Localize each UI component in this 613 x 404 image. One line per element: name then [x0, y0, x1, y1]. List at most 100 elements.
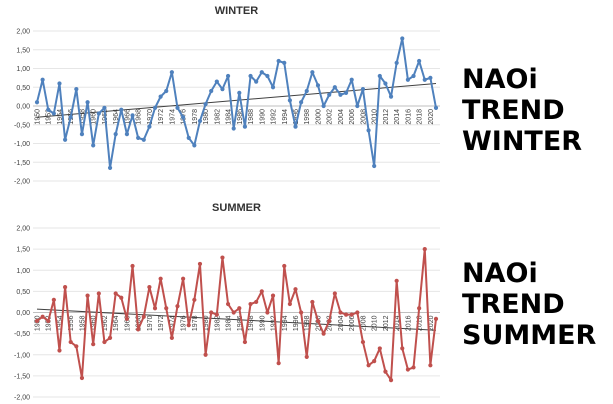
summer-data-point [254, 299, 259, 305]
summer-xtick-label: 1982 [214, 315, 221, 331]
summer-title: SUMMER [212, 202, 261, 214]
winter-xtick-label: 2008 [360, 109, 367, 125]
winter-data-point [107, 165, 113, 170]
winter-data-point [400, 36, 405, 41]
summer-ytick-label: -0,50 [14, 331, 30, 338]
summer-xtick-label: 1964 [113, 315, 120, 331]
winter-data-point [366, 128, 371, 133]
winter-data-point [287, 98, 292, 103]
summer-data-point [400, 346, 405, 351]
winter-data-point [119, 107, 124, 112]
summer-xtick-label: 1994 [282, 315, 289, 331]
summer-data-point [276, 361, 281, 366]
winter-data-point [310, 70, 315, 75]
summer-data-point [411, 365, 416, 370]
winter-data-point [343, 90, 349, 95]
summer-data-point [46, 318, 51, 324]
winter-xtick-label: 1972 [158, 109, 165, 125]
winter-data-point [220, 87, 225, 92]
summer-data-point [332, 291, 337, 296]
summer-xtick-label: 1954 [57, 315, 64, 331]
summer-xtick-label: 1956 [68, 315, 75, 331]
summer-data-point [96, 291, 101, 296]
winter-xtick-label: 2006 [349, 109, 356, 125]
winter-ytick-label: 2,00 [16, 29, 30, 36]
summer-xtick-label: 2018 [417, 315, 424, 331]
winter-ytick-label: 1,00 [16, 66, 30, 73]
winter-data-point [181, 115, 186, 120]
winter-data-point [169, 70, 174, 75]
summer-data-point [327, 318, 332, 324]
winter-data-point [394, 60, 399, 65]
summer-data-point [147, 285, 152, 290]
winter-data-point [147, 124, 152, 129]
summer-data-point [136, 327, 141, 332]
summer-xtick-label: 1984 [226, 315, 233, 331]
summer-trendline [36, 308, 437, 331]
winter-data-point [315, 83, 321, 88]
summer-xtick-label: 1980 [203, 315, 210, 331]
winter-xtick-label: 1970 [147, 109, 154, 125]
summer-data-point [214, 312, 219, 317]
winter-data-point [57, 81, 62, 86]
summer-data-point [417, 306, 422, 311]
summer-data-point [209, 310, 214, 315]
summer-data-point [164, 306, 169, 311]
summer-data-point [405, 367, 411, 372]
winter-data-point [40, 77, 45, 82]
winter-xtick-label: 1982 [214, 109, 221, 125]
summer-data-point [293, 287, 298, 292]
winter-xtick-label: 1958 [79, 109, 86, 125]
winter-data-point [231, 126, 236, 131]
winter-trendline [36, 83, 437, 118]
summer-data-point [175, 304, 180, 309]
winter-data-point [422, 77, 427, 82]
winter-side-label: NAOi TREND WINTER [462, 64, 582, 157]
summer-data-point [321, 331, 326, 336]
summer-data-point [141, 314, 146, 319]
summer-data-point [169, 335, 174, 340]
summer-chart: SUMMER 2,00 1,50 1,00 0,50 0,00 -0,50 -1,00 -1,5… [14, 202, 440, 402]
summer-data-point [203, 352, 208, 357]
summer-side-line-3: SUMMER [462, 320, 597, 351]
summer-xtick-label: 2014 [394, 315, 401, 331]
summer-data-point [91, 342, 96, 347]
summer-data-point [197, 261, 203, 267]
summer-xtick-label: 2002 [327, 315, 334, 331]
winter-ytick-label: -1,50 [14, 160, 30, 167]
winter-data-point [299, 100, 304, 105]
summer-data-point [34, 318, 40, 324]
summer-data-point [422, 247, 427, 252]
summer-xtick-label: 1968 [136, 315, 143, 331]
winter-xtick-label: 1960 [91, 109, 98, 125]
winter-xtick-label: 1990 [259, 109, 266, 125]
winter-side-line-2: TREND [462, 95, 565, 126]
winter-data-point [411, 73, 416, 79]
winter-data-point [51, 111, 56, 116]
winter-data-point [203, 102, 208, 107]
winter-ytick-label: -1,00 [14, 141, 30, 148]
winter-title: WINTER [215, 5, 258, 17]
winter-data-point [34, 100, 40, 105]
winter-xtick-label: 2014 [394, 109, 401, 125]
summer-data-point [102, 339, 107, 345]
winter-data-point [102, 105, 107, 110]
summer-data-point [366, 363, 371, 368]
winter-side-line-3: WINTER [462, 126, 583, 157]
winter-data-point [327, 92, 332, 97]
summer-ytick-label: 0,50 [16, 289, 30, 296]
winter-data-point [433, 105, 439, 110]
summer-xtick-label: 2008 [360, 315, 367, 331]
winter-data-point [338, 92, 343, 97]
summer-xtick-label: 1958 [79, 315, 86, 331]
winter-data-point [383, 81, 388, 86]
winter-data-point [304, 88, 309, 94]
summer-xtick-label: 2004 [338, 315, 345, 331]
summer-data-point [51, 297, 56, 302]
summer-data-point [355, 310, 360, 315]
winter-xtick-label: 1974 [169, 109, 176, 125]
winter-xtick-label: 2018 [417, 109, 424, 125]
winter-data-point [405, 77, 411, 82]
summer-ytick-label: -1,50 [14, 373, 30, 380]
